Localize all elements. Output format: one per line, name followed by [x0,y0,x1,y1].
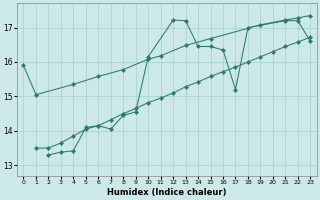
X-axis label: Humidex (Indice chaleur): Humidex (Indice chaleur) [107,188,227,197]
